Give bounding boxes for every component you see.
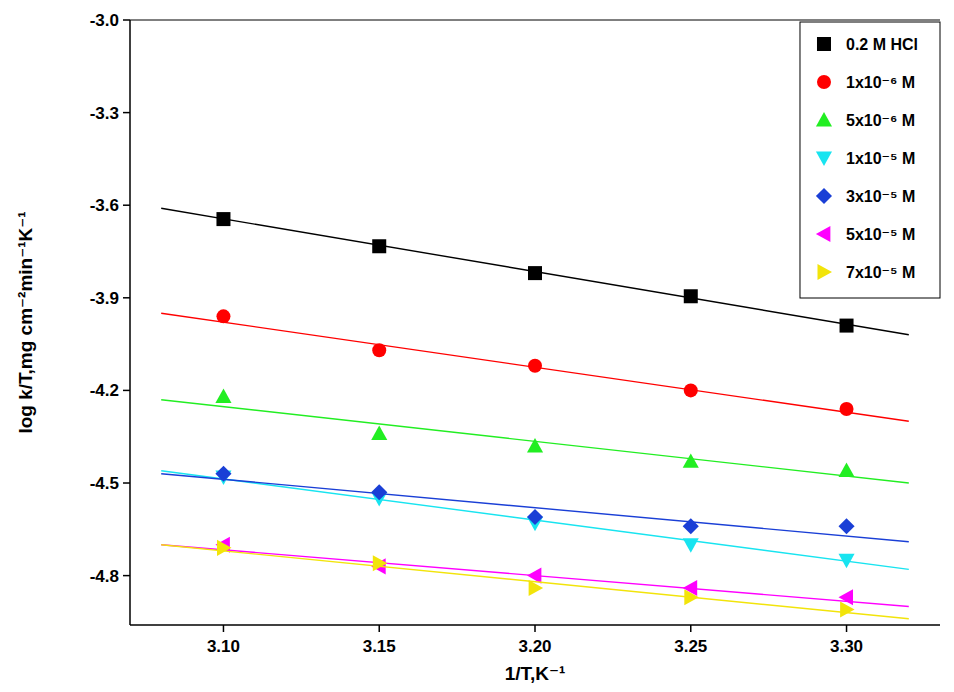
data-point [215,466,231,482]
chart: 3.10 3.15 3.20 3.25 3.30 -3.0 -3.3 -3.6 -3.9 -4.2… [0,0,954,692]
data-point [215,389,231,404]
y-tick-label: -4.5 [90,474,119,493]
data-point [527,509,543,525]
x-tick [223,625,225,632]
legend-marker [816,226,831,242]
legend-label: 5x10⁻⁶ M [846,112,915,129]
legend-label: 7x10⁻⁵ M [846,264,915,281]
x-tick-label: 3.25 [674,637,707,656]
axes: 3.10 3.15 3.20 3.25 3.30 -3.0 -3.3 -3.6 -3.9 -4.2… [90,11,940,656]
legend-label: 0.2 M HCl [846,36,918,53]
fit-line [161,400,909,483]
legend-marker [817,37,831,51]
data-point [840,402,854,416]
legend: 0.2 M HCl 1x10⁻⁶ M 5x10⁻⁶ M 1x10⁻⁵ M 3x10⁻⁵ … [800,22,940,298]
legend-label: 1x10⁻⁶ M [846,74,915,91]
series [161,466,909,542]
x-tick-label: 3.15 [363,637,396,656]
y-axis-title: log k/T,mg cm⁻²min⁻¹K⁻¹ [15,211,36,433]
data-point [683,453,699,467]
data-point [216,309,230,323]
series [161,208,909,334]
data-point [839,554,855,569]
legend-marker [818,264,833,280]
data-point [683,538,699,553]
x-tick-label: 3.10 [207,637,240,656]
y-tick-label: -3.9 [90,289,119,308]
data-point [840,319,854,333]
data-point [372,343,386,357]
fit-line [161,208,909,334]
y-tick [123,390,130,392]
fit-line [161,313,909,421]
y-tick-label: -4.2 [90,381,119,400]
x-axis-title: 1/T,K⁻¹ [505,663,566,684]
fit-line [161,545,909,607]
fit-line [161,545,909,619]
data-point [371,484,387,500]
data-point [684,589,699,605]
legend-label: 1x10⁻⁵ M [846,150,915,167]
y-tick [123,112,130,114]
x-tick-label: 3.20 [518,637,551,656]
x-tick-label: 3.30 [830,637,863,656]
data-point [684,289,698,303]
y-tick [123,575,130,577]
data-point [216,212,230,226]
x-tick [690,625,692,632]
data-point [371,426,387,441]
legend-marker [817,75,831,89]
data-point [217,540,232,556]
series [161,540,909,619]
legend-label: 5x10⁻⁵ M [846,226,915,243]
legend-marker [816,112,832,126]
data-point [684,383,698,397]
series [161,537,909,607]
y-tick [123,204,130,206]
y-axis-line [129,20,131,625]
data-point [528,359,542,373]
data-point [528,266,542,280]
y-tick-label: -4.8 [90,567,119,586]
legend-marker [816,188,832,204]
y-tick [123,482,130,484]
y-tick-label: -3.3 [90,104,119,123]
y-tick [123,19,130,21]
legend-box [800,22,940,298]
data-point [839,463,855,478]
legend-marker [816,152,832,167]
data-point [373,555,388,571]
data-point [840,602,855,618]
y-tick-label: -3.6 [90,196,119,215]
plot-top-line [130,20,940,21]
y-tick [123,297,130,299]
data-point [372,239,386,253]
legend-label: 3x10⁻⁵ M [846,188,915,205]
y-tick-label: -3.0 [90,11,119,30]
data-point [529,580,544,596]
fit-line [161,474,909,542]
data-point [683,518,699,534]
series [161,389,909,484]
x-tick [534,625,536,632]
data-point [839,518,855,534]
x-tick [846,625,848,632]
series [161,309,909,421]
x-tick [378,625,380,632]
plot-area [161,208,909,619]
data-point [527,438,543,453]
